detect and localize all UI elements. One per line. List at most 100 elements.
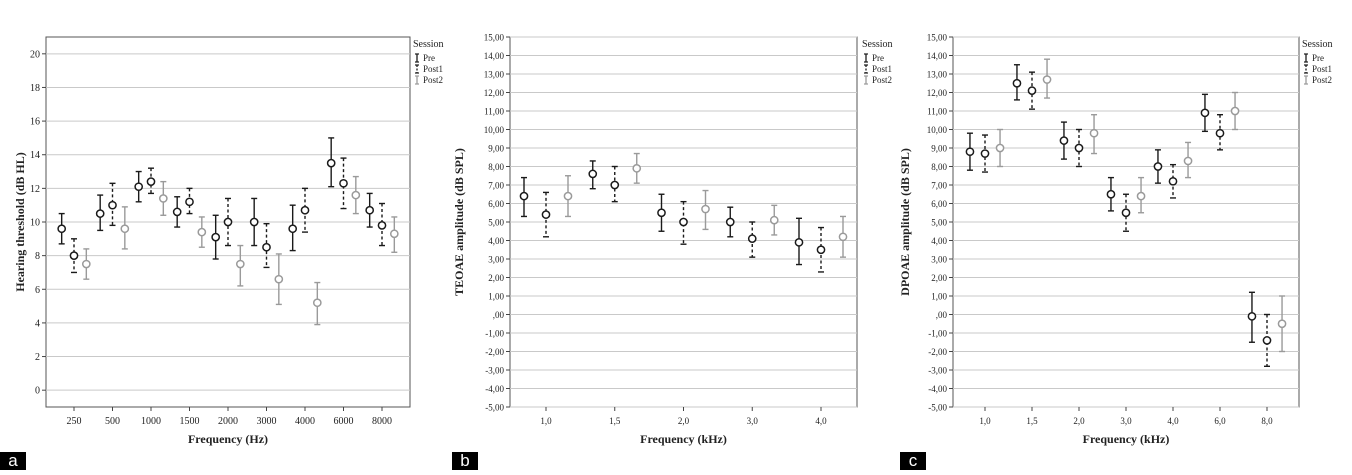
mean-marker (146, 177, 156, 186)
mean-marker (1230, 106, 1240, 116)
mean-marker (1059, 136, 1069, 145)
y-tick-label: 5,00 (488, 218, 504, 228)
y-tick-label: 12,00 (484, 88, 505, 98)
y-tick-label: -1,00 (485, 329, 504, 339)
mean-marker (1012, 78, 1022, 88)
mean-marker (81, 259, 91, 269)
y-tick-label: -5,00 (485, 403, 504, 413)
mean-marker (1027, 86, 1037, 96)
legend-label: Post2 (872, 75, 892, 85)
y-tick-label: 15,00 (484, 33, 505, 43)
panel-letter-c: c (900, 452, 926, 470)
mean-marker (197, 227, 207, 237)
mean-marker (1262, 336, 1272, 345)
x-tick-label: 1,0 (979, 416, 991, 426)
mean-marker (657, 208, 666, 218)
y-tick-label: 14,00 (927, 51, 948, 61)
mean-marker (1074, 143, 1084, 153)
y-tick-label: 1,00 (488, 292, 504, 302)
mean-marker (57, 224, 67, 234)
series-post1 (69, 157, 387, 274)
legend-label: Post2 (423, 75, 443, 85)
mean-marker (995, 143, 1005, 153)
chart-panel-3: -5,00 -4,00 -3,00 -2,00 -1,00 ,00 1,00 2,00 3,00… (898, 33, 1333, 447)
x-tick-label: 2,0 (1073, 416, 1085, 426)
y-tick-label: -3,00 (485, 366, 504, 376)
y-tick-label: 18 (30, 83, 40, 94)
mean-marker (134, 182, 144, 192)
mean-marker (965, 147, 975, 157)
y-tick-label: 8 (35, 251, 40, 262)
x-axis-label: Frequency (kHz) (1083, 432, 1170, 446)
mean-marker (120, 224, 130, 234)
x-tick-label: 2000 (218, 416, 238, 427)
y-tick-label: 14 (30, 150, 40, 161)
series-post1 (980, 71, 1272, 367)
y-tick-label: 4 (35, 318, 40, 329)
mean-marker (588, 169, 598, 179)
y-tick-label: 9,00 (931, 144, 947, 154)
y-tick-label: 3,00 (488, 255, 504, 265)
series-pre (57, 137, 375, 260)
mean-marker (794, 238, 804, 247)
mean-marker (389, 229, 399, 239)
mean-marker (1215, 128, 1225, 138)
mean-marker (95, 209, 105, 218)
y-tick-label: -5,00 (928, 403, 947, 413)
chart-panel-1: 0 2 4 6 8 10 12 14 16 18 20 250 500 1000 1500 2000 3000 4… (13, 36, 444, 446)
x-tick-label: 1,0 (540, 416, 552, 426)
y-tick-label: 16 (30, 117, 40, 128)
mean-marker (838, 232, 848, 242)
y-tick-label: 7,00 (488, 181, 504, 191)
legend-title: Session (1302, 39, 1333, 50)
legend-label: Post2 (1312, 75, 1332, 85)
mean-marker (679, 217, 688, 227)
y-tick-label: 13,00 (927, 70, 948, 80)
panel-letter-a: a (0, 452, 26, 470)
y-tick-label: 3,00 (931, 255, 947, 265)
mean-marker (326, 158, 336, 168)
legend-label: Post1 (423, 64, 443, 74)
y-tick-label: 13,00 (484, 70, 505, 80)
x-tick-label: 1,5 (609, 416, 621, 426)
x-tick-label: 6000 (334, 416, 354, 427)
mean-marker (1168, 176, 1178, 186)
chart-panel-2: -5,00 -4,00 -3,00 -2,00 -1,00 ,00 1,00 2,00 3,00… (452, 33, 893, 447)
mean-marker (1153, 162, 1163, 171)
y-tick-label: 9,00 (488, 144, 504, 154)
x-tick-label: 3,0 (1120, 416, 1132, 426)
x-axis-label: Frequency (kHz) (640, 432, 727, 446)
x-tick-label: 8000 (372, 416, 392, 427)
mean-marker (172, 207, 182, 217)
series-pre (965, 64, 1257, 343)
x-tick-label: 3,0 (747, 416, 759, 426)
x-tick-label: 4,0 (1167, 416, 1179, 426)
y-tick-label: -3,00 (928, 366, 947, 376)
y-tick-label: 11,00 (484, 107, 504, 117)
y-tick-label: 4,00 (931, 236, 947, 246)
x-tick-label: 1,5 (1026, 416, 1038, 426)
x-tick-label: 2,0 (678, 416, 690, 426)
mean-marker (262, 242, 271, 252)
y-tick-label: 2 (35, 352, 40, 363)
legend-label: Post1 (1312, 64, 1332, 74)
x-tick-label: 3000 (257, 416, 277, 427)
y-tick-label: 20 (30, 49, 40, 60)
y-tick-label: 10,00 (484, 125, 505, 135)
x-tick-label: 4,0 (815, 416, 827, 426)
y-tick-label: -2,00 (485, 347, 504, 357)
mean-marker (211, 232, 221, 242)
mean-marker (235, 259, 245, 269)
series-post2 (995, 58, 1287, 353)
mean-marker (1106, 189, 1116, 199)
mean-marker (610, 180, 620, 190)
mean-marker (541, 210, 551, 219)
mean-marker (563, 191, 573, 201)
y-tick-label: 11,00 (927, 107, 947, 117)
y-tick-label: 7,00 (931, 181, 947, 191)
y-axis-label: Hearing threshold (dB HL) (13, 152, 27, 291)
y-tick-label: 2,00 (488, 273, 504, 283)
